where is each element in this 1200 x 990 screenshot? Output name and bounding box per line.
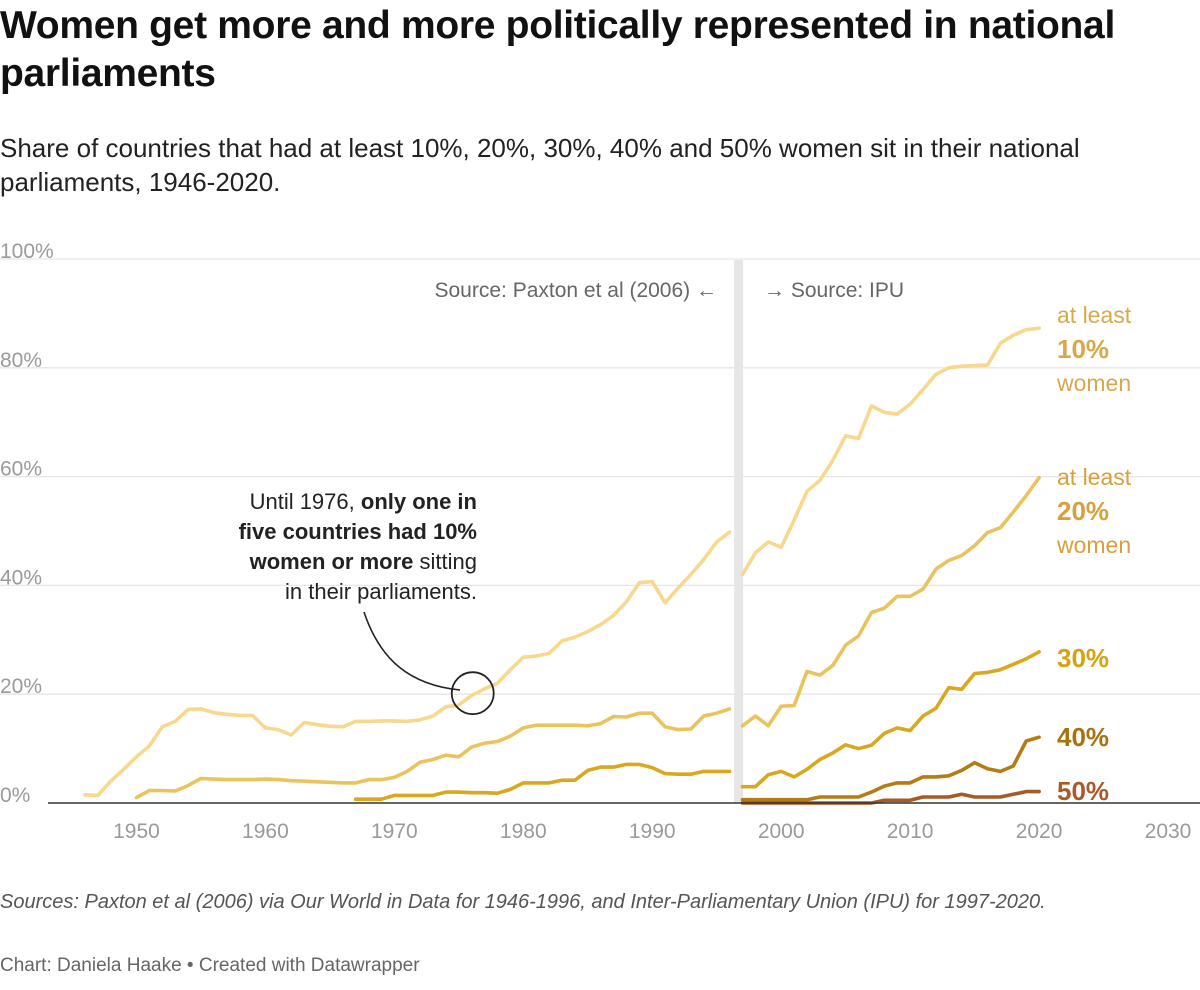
y-tick-label: 80%: [0, 349, 42, 372]
series-line-s20: [134, 707, 732, 800]
annotation-circle: [450, 671, 495, 716]
series-label-20: at least 20% women: [1056, 464, 1132, 558]
source-label-right: → Source: IPU: [764, 279, 904, 302]
series-label-10: at least 10% women: [1056, 302, 1132, 396]
source-notes: Sources: Paxton et al (2006) via Our Wor…: [0, 891, 1046, 913]
label-10-prefix: at least: [1057, 302, 1132, 328]
x-tick-label: 2030: [1145, 820, 1192, 843]
series-line-s10: [740, 326, 1041, 577]
y-tick-label: 0%: [0, 784, 30, 807]
x-tick-label: 2010: [887, 820, 934, 843]
annotation-line-3: women or more sitting: [249, 549, 477, 574]
y-axis: 0% 20% 40% 60% 80% 100%: [0, 240, 54, 807]
x-tick-label: 1960: [242, 820, 289, 843]
label-10-pct: 10%: [1057, 334, 1109, 364]
y-tick-label: 40%: [0, 566, 42, 589]
x-tick-label: 2020: [1016, 820, 1063, 843]
annotation-line-2: five countries had 10%: [239, 519, 477, 544]
series-line-s10: [83, 530, 732, 798]
y-tick-label: 20%: [0, 675, 42, 698]
annotation-line-4: in their parliaments.: [285, 579, 477, 604]
series-line-s20: [740, 475, 1041, 728]
label-50-pct: 50%: [1057, 776, 1109, 806]
chart-title: Women get more and more politically repr…: [0, 4, 1115, 95]
series-lines: [83, 326, 1041, 805]
byline: Chart: Daniela Haake • Created with Data…: [0, 955, 420, 976]
annotation-line-1: Until 1976, only one in: [250, 489, 477, 514]
label-30-pct: 30%: [1057, 643, 1109, 673]
series-line-s50: [740, 789, 1041, 805]
x-tick-label: 1950: [113, 820, 160, 843]
source-label-left: Source: Paxton et al (2006) ←: [435, 279, 718, 302]
label-40-pct: 40%: [1057, 722, 1109, 752]
annotation: Until 1976, only one in five countries h…: [239, 489, 495, 716]
series-line-s30: [353, 762, 732, 802]
label-20-prefix: at least: [1057, 464, 1132, 490]
chart-subtitle: Share of countries that had at least 10%…: [0, 133, 1080, 197]
x-axis: 1950 1960 1970 1980 1990 2000 2010 2020 2030: [113, 820, 1191, 843]
x-tick-label: 1980: [500, 820, 547, 843]
y-tick-label: 60%: [0, 458, 42, 481]
source-divider: [734, 260, 744, 803]
x-tick-label: 1970: [371, 820, 418, 843]
series-line-s30: [740, 649, 1041, 789]
line-chart: 0% 20% 40% 60% 80% 100% 1950 1960 1970 1980 1990 2…: [0, 240, 1200, 843]
x-tick-label: 2000: [758, 820, 805, 843]
y-tick-label: 100%: [0, 240, 54, 263]
label-20-pct: 20%: [1057, 496, 1109, 526]
annotation-arrow: [363, 611, 461, 691]
series-line-s40: [740, 735, 1041, 802]
label-10-suffix: women: [1056, 370, 1131, 396]
gridlines: [0, 258, 1200, 695]
label-20-suffix: women: [1056, 532, 1131, 558]
x-tick-label: 1990: [629, 820, 676, 843]
